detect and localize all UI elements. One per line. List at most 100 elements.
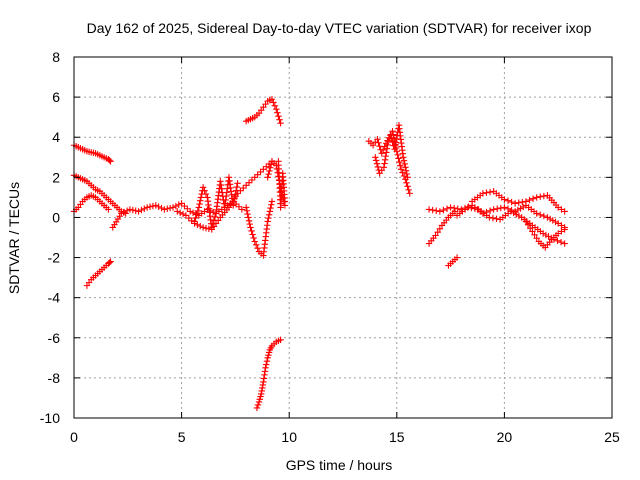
data-point <box>263 357 271 365</box>
data-point <box>381 156 389 164</box>
data-point <box>382 152 389 160</box>
data-point <box>501 196 508 203</box>
data-point <box>434 228 441 236</box>
data-point <box>401 160 408 168</box>
data-point <box>194 221 201 228</box>
data-point <box>533 194 540 201</box>
data-point <box>253 404 261 412</box>
data-point <box>155 203 162 210</box>
series-track-e-morning-band <box>109 198 246 231</box>
series-track-k-high-arc <box>242 95 284 127</box>
data-point <box>447 204 454 211</box>
data-point <box>138 206 145 214</box>
data-point <box>274 109 281 116</box>
data-point <box>243 207 251 214</box>
y-tick-label: -2 <box>48 250 61 266</box>
data-point <box>405 186 412 194</box>
y-axis-label: SDTVAR / TECUs <box>6 182 22 294</box>
data-point <box>195 204 203 211</box>
data-point <box>504 197 512 204</box>
y-tick-label: 8 <box>52 49 60 65</box>
data-point <box>490 206 497 213</box>
series-track-r-evening-negative <box>425 208 459 247</box>
data-point <box>489 214 497 222</box>
data-point <box>233 183 241 191</box>
data-point <box>373 160 381 167</box>
data-point <box>175 201 182 208</box>
series-track-f-rising <box>174 158 276 233</box>
data-point <box>529 195 537 202</box>
data-point <box>468 204 475 212</box>
data-point <box>537 211 544 218</box>
data-point <box>254 244 261 252</box>
data-point <box>196 200 203 208</box>
series-track-c-low-start <box>70 192 112 215</box>
data-point <box>230 202 237 209</box>
data-point <box>545 233 552 240</box>
data-point <box>176 209 184 216</box>
data-point <box>230 198 238 205</box>
data-point <box>143 204 151 211</box>
data-point <box>555 204 562 211</box>
data-point <box>558 206 565 213</box>
data-point <box>189 209 197 216</box>
data-point <box>479 190 487 197</box>
data-point <box>433 207 440 214</box>
data-point <box>169 204 177 211</box>
y-tick-label: 0 <box>52 209 60 225</box>
data-point <box>281 198 289 205</box>
data-point <box>265 214 272 222</box>
data-point <box>245 217 253 224</box>
data-point <box>486 214 493 221</box>
data-point <box>384 141 391 149</box>
data-point <box>450 204 458 212</box>
series-track-h-dip <box>242 198 276 259</box>
data-point <box>522 218 530 225</box>
data-point <box>106 259 113 266</box>
series-track-s-short-negative <box>445 254 461 269</box>
data-point <box>384 138 392 145</box>
data-point <box>208 224 215 231</box>
data-point <box>554 237 561 245</box>
data-point <box>152 202 159 209</box>
data-point <box>232 191 239 198</box>
data-point <box>453 254 461 261</box>
data-point <box>265 211 273 218</box>
data-point <box>234 180 241 187</box>
data-point <box>558 222 565 229</box>
x-tick-label: 10 <box>281 429 297 445</box>
data-point <box>263 361 270 368</box>
data-point <box>395 155 402 162</box>
y-tick-label: 2 <box>52 169 60 185</box>
data-point <box>380 164 388 171</box>
data-point <box>268 95 276 103</box>
data-point <box>524 221 532 228</box>
data-point <box>432 232 439 239</box>
data-point <box>264 174 271 181</box>
data-point <box>209 220 217 228</box>
data-point <box>164 205 171 212</box>
data-point <box>436 208 444 215</box>
data-point <box>141 205 148 212</box>
x-tick-label: 0 <box>70 429 78 445</box>
data-point <box>244 210 251 218</box>
data-point <box>266 208 274 215</box>
series-track-b-descending <box>70 172 129 217</box>
data-point <box>129 206 137 214</box>
data-point <box>250 234 257 242</box>
data-point <box>277 119 284 127</box>
data-point <box>511 200 519 207</box>
data-point <box>443 205 451 212</box>
axis-tick-labels: 0 5 10 15 20 25 -10 -8 -6 -4 -2 0 2 4 6 8 <box>40 49 620 445</box>
series-track-n-afternoon-low <box>372 128 413 197</box>
data-point <box>391 138 398 145</box>
data-point <box>393 148 400 155</box>
data-point <box>106 157 113 164</box>
data-point <box>529 228 536 235</box>
data-point <box>123 207 131 214</box>
data-point <box>520 203 527 211</box>
x-axis-label: GPS time / hours <box>286 457 393 473</box>
x-tick-label: 20 <box>497 429 513 445</box>
data-point <box>527 224 534 232</box>
data-point <box>276 116 283 123</box>
